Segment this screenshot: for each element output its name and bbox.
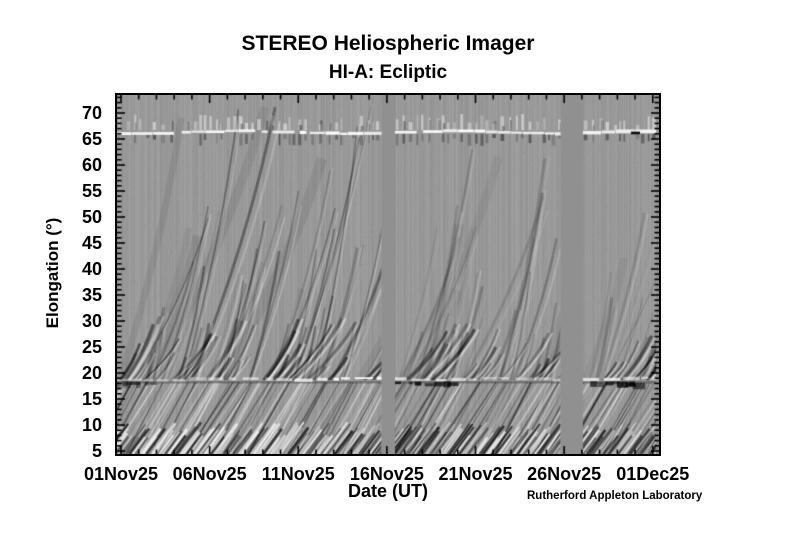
x-tick-label: 01Nov25	[83, 464, 159, 484]
credit-text: Rutherford Appleton Laboratory	[527, 490, 703, 502]
y-tick-label: 35	[81, 285, 102, 305]
jmap-heatmap-canvas	[117, 95, 659, 454]
y-tick-label: 25	[81, 337, 102, 357]
y-tick-label: 15	[81, 389, 102, 409]
y-tick-label: 40	[81, 259, 102, 279]
y-tick-label: 45	[81, 233, 102, 253]
y-tick-label: 10	[81, 415, 102, 435]
y-tick-label: 70	[81, 103, 102, 123]
y-tick-label: 5	[91, 441, 102, 461]
x-tick-label: 21Nov25	[438, 464, 513, 484]
y-tick-label: 65	[81, 129, 102, 149]
x-axis-label: Date (UT)	[348, 481, 428, 501]
x-tick-label: 11Nov25	[261, 464, 335, 484]
x-tick-label: 06Nov25	[172, 464, 247, 484]
y-tick-label: 20	[81, 363, 102, 383]
chart-title: STEREO Heliospheric Imager	[241, 32, 535, 55]
y-tick-label: 30	[81, 311, 102, 331]
y-tick-label: 55	[81, 181, 102, 201]
y-tick-label: 60	[81, 155, 102, 175]
x-tick-label: 26Nov25	[527, 464, 602, 484]
x-tick-label: 01Dec25	[616, 464, 690, 484]
chart-subtitle: HI-A: Ecliptic	[328, 62, 448, 83]
x-tick-label: 16Nov25	[349, 464, 424, 484]
plot-area	[115, 93, 661, 456]
y-tick-label: 50	[81, 207, 102, 227]
